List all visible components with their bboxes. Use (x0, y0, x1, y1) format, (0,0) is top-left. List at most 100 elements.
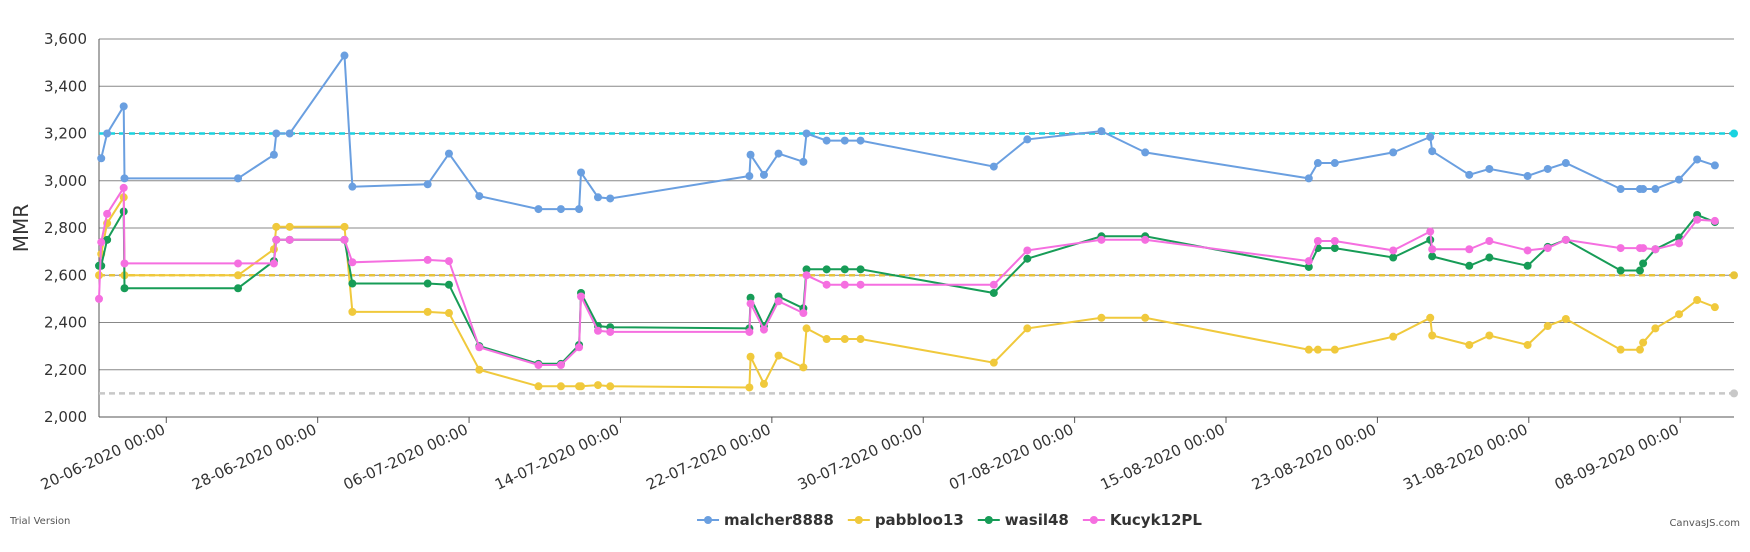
data-point (840, 280, 849, 289)
data-point (103, 209, 112, 218)
data-point (1304, 262, 1313, 271)
data-point (1675, 175, 1684, 184)
data-point (774, 149, 783, 158)
y-tick-label: 2,800 (44, 219, 87, 237)
data-point (1639, 259, 1648, 268)
data-point (840, 335, 849, 344)
legend-item[interactable]: wasil48 (977, 511, 1069, 529)
data-point (348, 307, 357, 316)
y-tick-label: 3,400 (44, 77, 87, 95)
data-point (97, 238, 106, 247)
data-point (1710, 216, 1719, 225)
legend-label: Kucyk12PL (1110, 511, 1203, 529)
data-point (1426, 227, 1435, 236)
data-point (348, 182, 357, 191)
data-point (475, 365, 484, 374)
data-point (1097, 313, 1106, 322)
data-point (1097, 127, 1106, 136)
x-tick-label: 22-07-2020 00:00 (643, 420, 773, 493)
data-point (1428, 245, 1437, 254)
data-point (606, 327, 615, 336)
series-line (99, 207, 1716, 365)
data-point (799, 309, 808, 318)
data-point (759, 325, 768, 334)
legend-item[interactable]: malcher8888 (697, 511, 834, 529)
y-tick-label: 2,400 (44, 314, 87, 332)
legend-label: wasil48 (1005, 511, 1069, 529)
data-point (856, 280, 865, 289)
legend-item[interactable]: Kucyk12PL (1082, 511, 1203, 529)
data-point (575, 343, 584, 352)
data-point (1389, 148, 1398, 157)
data-point (1651, 185, 1660, 194)
legend-item[interactable]: pabbloo13 (847, 511, 964, 529)
data-point (1675, 310, 1684, 319)
data-point (556, 361, 565, 370)
data-point (269, 259, 278, 268)
data-point (1635, 266, 1644, 275)
data-point (444, 257, 453, 266)
data-point (799, 363, 808, 372)
data-point (822, 136, 831, 145)
data-point (840, 136, 849, 145)
data-point (95, 294, 103, 303)
data-point (1693, 155, 1702, 164)
data-point (423, 279, 432, 288)
data-point (340, 222, 349, 231)
x-tick-label: 30-07-2020 00:00 (795, 420, 925, 493)
data-point (234, 271, 243, 280)
data-point (1523, 172, 1532, 181)
data-point (606, 382, 615, 391)
data-point (97, 154, 106, 163)
data-point (1426, 133, 1435, 142)
data-point (475, 343, 484, 352)
data-point (759, 170, 768, 179)
data-point (989, 280, 998, 289)
data-point (1651, 245, 1660, 254)
data-point (577, 168, 586, 177)
data-point (1389, 246, 1398, 255)
data-point (103, 129, 112, 138)
data-point (802, 265, 811, 274)
data-point (423, 180, 432, 189)
data-point (1304, 345, 1313, 354)
data-point (593, 381, 602, 390)
data-point (856, 265, 865, 274)
data-point (1141, 148, 1150, 157)
data-point (802, 271, 811, 280)
legend: malcher8888 pabbloo13 wasil48 Kucyk12PL (697, 511, 1202, 529)
data-point (1561, 235, 1570, 244)
data-point (285, 129, 294, 138)
data-point (1616, 345, 1625, 354)
data-point (1639, 185, 1648, 194)
y-axis-title: MMR (9, 204, 33, 253)
footer-right: CanvasJS.com (1669, 518, 1740, 529)
data-point (556, 382, 565, 391)
data-point (1635, 345, 1644, 354)
data-point (1304, 174, 1313, 183)
data-point (856, 136, 865, 145)
x-tick-label: 08-09-2020 00:00 (1552, 420, 1682, 493)
legend-marker (854, 516, 863, 524)
data-point (234, 174, 243, 183)
data-point (269, 150, 278, 159)
legend-label: malcher8888 (724, 511, 834, 529)
data-point (120, 284, 129, 293)
data-point (120, 259, 129, 268)
data-point (1561, 314, 1570, 323)
data-point (745, 383, 754, 392)
y-tick-label: 3,200 (44, 125, 87, 143)
data-point (285, 222, 294, 231)
data-point (234, 259, 243, 268)
data-point (1330, 244, 1339, 253)
data-point (746, 299, 755, 308)
data-point (423, 255, 432, 264)
data-point (475, 192, 484, 201)
data-point (606, 194, 615, 203)
data-point (534, 382, 543, 391)
data-point (593, 193, 602, 202)
data-point (534, 205, 543, 214)
data-point (1616, 244, 1625, 253)
data-point (577, 292, 586, 301)
